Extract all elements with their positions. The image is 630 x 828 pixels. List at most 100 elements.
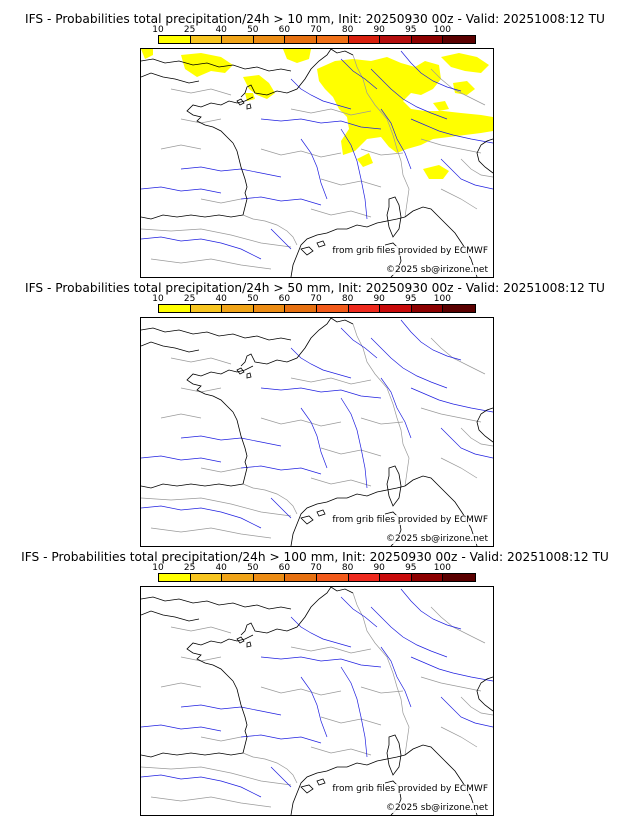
colorbar-cell: [348, 305, 381, 312]
admin-border: [310, 477, 372, 487]
colorbar: [158, 304, 476, 313]
colorbar-cell: [411, 36, 444, 43]
coastline: [386, 734, 402, 776]
admin-border: [180, 656, 222, 662]
coastline: [236, 367, 245, 375]
colorbar-cell: [316, 36, 349, 43]
colorbar-cell: [190, 574, 223, 581]
admin-border: [260, 148, 342, 158]
admin-border: [420, 138, 482, 154]
coastline: [316, 509, 326, 517]
coastline: [141, 327, 292, 341]
coastline: [476, 138, 493, 174]
coastline: [141, 214, 244, 220]
colorbar-cell: [380, 574, 412, 581]
admin-border: [200, 467, 242, 473]
colorbar-label: 100: [433, 25, 451, 35]
coastline: [246, 372, 252, 379]
river: [180, 704, 282, 716]
coastline: [330, 318, 354, 325]
admin-border: [160, 144, 202, 150]
precip-area: [441, 53, 489, 73]
river: [410, 118, 493, 144]
river: [410, 656, 493, 682]
coastline: [240, 587, 332, 636]
colorbar-cell: [380, 305, 412, 312]
colorbar: [158, 35, 476, 44]
river: [240, 465, 322, 475]
colorbar-cell: [443, 574, 475, 581]
admin-border: [242, 214, 298, 246]
colorbar-label: 10: [152, 294, 164, 304]
river: [380, 646, 412, 708]
admin-border: [360, 148, 404, 156]
admin-border: [310, 208, 372, 218]
admin-border: [352, 323, 410, 487]
coastline: [300, 784, 314, 794]
colorbar-cell: [316, 305, 349, 312]
map-panel-100mm: from grib files provided by ECMWF ©2025 …: [140, 586, 494, 816]
admin-border: [260, 686, 342, 696]
coastline: [232, 680, 248, 754]
colorbar-label: 70: [310, 563, 322, 573]
river: [260, 387, 382, 399]
colorbar-cell: [411, 574, 444, 581]
river: [440, 696, 493, 728]
admin-border: [160, 413, 202, 419]
river: [270, 497, 292, 519]
colorbar-label: 60: [278, 25, 291, 35]
coastline: [246, 103, 252, 110]
colorbar-cell: [222, 36, 254, 43]
colorbar-cell: [285, 36, 317, 43]
admin-border: [160, 682, 202, 688]
copyright: ©2025 sb@irizone.net: [385, 803, 489, 813]
coastline: [186, 365, 254, 413]
coastline: [186, 634, 254, 682]
coastline: [141, 341, 200, 353]
river: [260, 656, 382, 668]
coastline: [236, 636, 245, 644]
admin-border: [150, 527, 272, 539]
colorbar-label: 100: [433, 294, 451, 304]
colorbar-label: 95: [405, 25, 417, 35]
colorbar-label: 10: [152, 563, 164, 573]
coastline: [141, 483, 244, 489]
river: [141, 774, 262, 798]
river: [141, 505, 262, 529]
river: [180, 435, 282, 447]
river: [400, 319, 462, 361]
river: [370, 68, 448, 120]
coastline: [476, 676, 493, 712]
colorbar-label: 40: [215, 294, 227, 304]
river: [300, 676, 328, 738]
coastline: [300, 515, 314, 525]
colorbar-label: 25: [183, 294, 196, 304]
colorbar-label: 25: [183, 25, 196, 35]
admin-border: [200, 198, 242, 204]
colorbar-cell: [285, 574, 317, 581]
admin-border: [320, 716, 382, 726]
colorbar-cell: [159, 574, 191, 581]
river: [380, 377, 412, 439]
admin-border: [290, 108, 372, 116]
copyright: ©2025 sb@irizone.net: [385, 534, 489, 544]
river: [340, 397, 368, 489]
river: [290, 78, 352, 110]
colorbar-labels: 10 25 40 50 60 70 80 90 95 100: [152, 294, 476, 304]
coastline: [316, 778, 326, 786]
admin-border: [141, 497, 292, 517]
colorbar-label: 80: [341, 294, 354, 304]
precip-area: [283, 49, 311, 63]
colorbar-label: 90: [373, 294, 385, 304]
panel-title: IFS - Probabilities total precipitation/…: [25, 281, 605, 295]
colorbar-cell: [222, 574, 254, 581]
river: [410, 387, 493, 413]
coastline: [316, 240, 326, 248]
admin-border: [440, 726, 478, 748]
river: [240, 734, 322, 744]
river: [141, 186, 222, 194]
colorbar-label: 70: [310, 294, 322, 304]
admin-border: [170, 88, 232, 96]
coastline: [141, 610, 200, 622]
